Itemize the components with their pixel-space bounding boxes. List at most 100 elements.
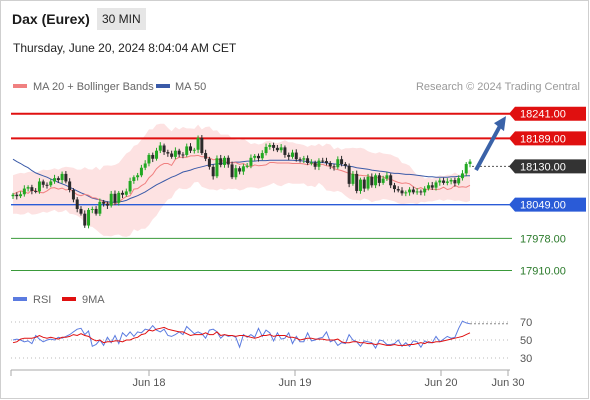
candle-body bbox=[94, 208, 98, 214]
candle-body bbox=[389, 175, 393, 186]
ma9-legend-label: 9MA bbox=[82, 294, 105, 306]
candle bbox=[374, 173, 378, 189]
candle bbox=[389, 173, 393, 189]
candle-body bbox=[415, 191, 419, 193]
x-axis: Jun 18 Jun 19 Jun 20 Jun 30 bbox=[10, 370, 525, 389]
candle bbox=[449, 178, 453, 185]
candle-body bbox=[324, 161, 328, 163]
candle-body bbox=[22, 188, 26, 195]
level-label: 18130.00 bbox=[520, 161, 566, 173]
credit-text: Research © 2024 Trading Central bbox=[416, 81, 580, 93]
candle bbox=[287, 152, 291, 161]
candle bbox=[355, 170, 359, 194]
candle-body bbox=[298, 159, 302, 161]
candle-body bbox=[287, 154, 291, 157]
candle bbox=[434, 180, 438, 191]
candle bbox=[309, 159, 313, 166]
candle bbox=[241, 163, 245, 175]
candle bbox=[185, 143, 189, 157]
candle-body bbox=[30, 187, 34, 191]
candle bbox=[249, 154, 253, 169]
candle bbox=[37, 178, 41, 194]
rsi-panel: 70 50 30 bbox=[11, 317, 532, 365]
rsi-line bbox=[12, 320, 471, 350]
candle bbox=[158, 142, 162, 154]
candle-body bbox=[332, 166, 336, 168]
candle-body bbox=[268, 145, 272, 147]
candle bbox=[238, 166, 242, 175]
candle-body bbox=[449, 180, 453, 182]
x-tick-label: Jun 19 bbox=[278, 377, 311, 389]
candle bbox=[45, 182, 49, 189]
timestamp: Thursday, June 20, 2024 8:04:04 AM CET bbox=[13, 41, 237, 55]
candle-body bbox=[45, 184, 49, 186]
level-label-box bbox=[509, 159, 586, 174]
forecast-arrow-head bbox=[494, 116, 506, 132]
candle bbox=[404, 190, 408, 197]
candle-body bbox=[170, 153, 174, 157]
interval-button[interactable]: 30 MIN bbox=[97, 8, 146, 30]
candle-body bbox=[162, 145, 166, 153]
candle bbox=[124, 188, 128, 197]
candle-body bbox=[121, 192, 125, 195]
candle-body bbox=[166, 152, 170, 154]
candle-body bbox=[105, 203, 109, 206]
candle bbox=[41, 179, 45, 188]
candle-body bbox=[83, 213, 87, 226]
candle bbox=[381, 175, 385, 185]
ma20-line bbox=[12, 154, 471, 205]
candle-body bbox=[200, 137, 204, 154]
candle-body bbox=[426, 185, 430, 189]
candle bbox=[272, 142, 276, 152]
candle-body bbox=[366, 176, 370, 189]
candle bbox=[464, 162, 468, 177]
candle-body bbox=[374, 175, 378, 186]
candle bbox=[400, 187, 404, 196]
candle-body bbox=[385, 175, 389, 179]
candle-body bbox=[41, 181, 45, 185]
candle bbox=[166, 149, 170, 157]
candle bbox=[408, 187, 412, 196]
candle-body bbox=[75, 199, 79, 209]
candle-body bbox=[313, 162, 317, 167]
candle-body bbox=[358, 179, 362, 191]
candle bbox=[139, 164, 143, 178]
candle bbox=[136, 172, 140, 181]
candle-body bbox=[204, 153, 208, 159]
candle-body bbox=[430, 185, 434, 188]
candle bbox=[313, 160, 317, 170]
candle bbox=[113, 190, 117, 206]
candle-body bbox=[317, 160, 321, 167]
candle bbox=[321, 157, 325, 163]
candle-body bbox=[355, 173, 359, 191]
candles bbox=[11, 135, 472, 229]
candle-body bbox=[151, 154, 155, 159]
candle bbox=[302, 155, 306, 163]
candle-body bbox=[196, 137, 200, 150]
candle-body bbox=[328, 163, 332, 167]
candle bbox=[155, 147, 159, 161]
candle-body bbox=[215, 158, 219, 177]
ma50-line bbox=[12, 158, 470, 203]
candle bbox=[453, 177, 457, 187]
candle-body bbox=[234, 168, 238, 178]
candle bbox=[170, 150, 174, 159]
x-tick-label: Jun 18 bbox=[132, 377, 165, 389]
candle-body bbox=[400, 190, 404, 194]
candle-body bbox=[26, 187, 30, 189]
candle-body bbox=[302, 158, 306, 160]
candle bbox=[211, 164, 215, 180]
candle bbox=[90, 206, 94, 214]
candle-body bbox=[362, 179, 366, 189]
candle-body bbox=[60, 173, 64, 181]
level-label-box bbox=[509, 197, 586, 212]
candle-body bbox=[223, 157, 227, 165]
candle-body bbox=[136, 175, 140, 178]
candle bbox=[71, 188, 75, 203]
candle-body bbox=[109, 193, 113, 206]
candle-body bbox=[71, 190, 75, 200]
candle bbox=[196, 135, 200, 154]
candle bbox=[343, 162, 347, 169]
candle bbox=[19, 191, 23, 199]
candle-body bbox=[19, 194, 23, 197]
